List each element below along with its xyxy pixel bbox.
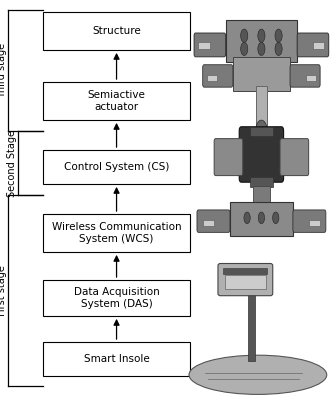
Text: Structure: Structure xyxy=(92,26,141,36)
Ellipse shape xyxy=(189,355,327,394)
Circle shape xyxy=(241,42,248,56)
FancyBboxPatch shape xyxy=(230,202,293,236)
FancyBboxPatch shape xyxy=(218,264,273,296)
FancyBboxPatch shape xyxy=(290,65,320,87)
Bar xyxy=(207,75,217,80)
Bar xyxy=(248,291,255,361)
Circle shape xyxy=(258,29,265,42)
Bar xyxy=(43,12,190,50)
Circle shape xyxy=(275,42,282,56)
Circle shape xyxy=(275,29,282,42)
Text: Smart Insole: Smart Insole xyxy=(84,354,150,364)
Bar xyxy=(306,75,316,80)
FancyBboxPatch shape xyxy=(226,20,297,62)
Bar xyxy=(43,150,190,184)
Circle shape xyxy=(244,212,250,224)
Bar xyxy=(198,42,210,49)
Text: Second Stage: Second Stage xyxy=(7,130,17,197)
Bar xyxy=(223,268,267,274)
Circle shape xyxy=(256,120,267,141)
FancyBboxPatch shape xyxy=(280,139,309,176)
FancyBboxPatch shape xyxy=(214,139,243,176)
Bar xyxy=(225,275,266,290)
Circle shape xyxy=(241,29,248,42)
FancyBboxPatch shape xyxy=(194,33,226,57)
Bar xyxy=(309,220,320,226)
FancyBboxPatch shape xyxy=(297,33,329,57)
Bar xyxy=(253,186,270,205)
Text: First stage: First stage xyxy=(0,265,7,316)
FancyBboxPatch shape xyxy=(293,210,326,232)
Bar xyxy=(203,220,214,226)
FancyBboxPatch shape xyxy=(197,210,230,232)
Text: Control System (CS): Control System (CS) xyxy=(64,162,169,172)
Circle shape xyxy=(258,42,265,56)
Bar xyxy=(250,127,273,136)
Bar xyxy=(250,177,273,188)
Bar xyxy=(43,214,190,252)
FancyBboxPatch shape xyxy=(233,57,290,91)
Circle shape xyxy=(273,212,279,224)
Bar xyxy=(43,280,190,316)
FancyBboxPatch shape xyxy=(239,127,284,182)
Circle shape xyxy=(258,212,264,224)
Bar xyxy=(43,82,190,120)
Text: Data Acquisition
System (DAS): Data Acquisition System (DAS) xyxy=(74,287,160,309)
Text: Third stage: Third stage xyxy=(0,43,7,98)
FancyBboxPatch shape xyxy=(203,65,233,87)
Bar xyxy=(43,342,190,376)
Bar xyxy=(313,42,324,49)
Text: Semiactive
actuator: Semiactive actuator xyxy=(88,90,146,112)
Text: Wireless Communication
System (WCS): Wireless Communication System (WCS) xyxy=(52,222,181,244)
Bar xyxy=(256,86,267,131)
